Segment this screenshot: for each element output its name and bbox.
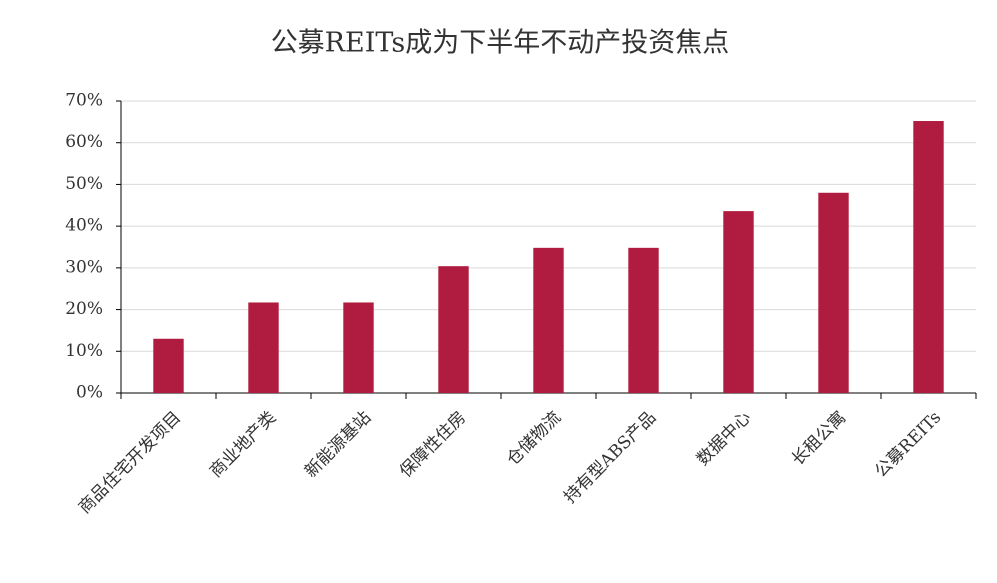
y-tick-label: 70% — [65, 91, 103, 111]
x-tick-label: 商业地产类 — [206, 408, 280, 482]
x-tick-label: 公募REITs — [871, 408, 945, 482]
x-tick-label: 仓储物流 — [503, 408, 565, 470]
bar — [628, 247, 659, 393]
y-tick-label: 50% — [65, 174, 103, 194]
x-tick-label: 长租公寓 — [788, 408, 850, 470]
x-tick-label: 新能源基站 — [301, 408, 375, 482]
y-tick-label: 0% — [76, 383, 103, 403]
bar — [343, 302, 374, 393]
x-tick-label: 保障性住房 — [396, 408, 470, 482]
y-tick-label: 40% — [65, 216, 103, 236]
y-tick-label: 10% — [65, 341, 103, 361]
x-tick-label: 商品住宅开发项目 — [75, 408, 185, 518]
bar — [248, 302, 279, 393]
bar — [438, 266, 469, 393]
y-tick-label: 30% — [65, 257, 103, 277]
bar — [153, 338, 184, 393]
y-tick-label: 60% — [65, 132, 103, 152]
bar — [723, 211, 754, 393]
bar — [818, 192, 849, 393]
chart-title: 公募REITs成为下半年不动产投资焦点 — [271, 28, 730, 59]
y-tick-label: 20% — [65, 299, 103, 319]
x-tick-label: 数据中心 — [693, 408, 755, 470]
bar — [913, 121, 944, 393]
bar — [533, 247, 564, 393]
x-tick-label: 持有型ABS产品 — [560, 408, 660, 508]
